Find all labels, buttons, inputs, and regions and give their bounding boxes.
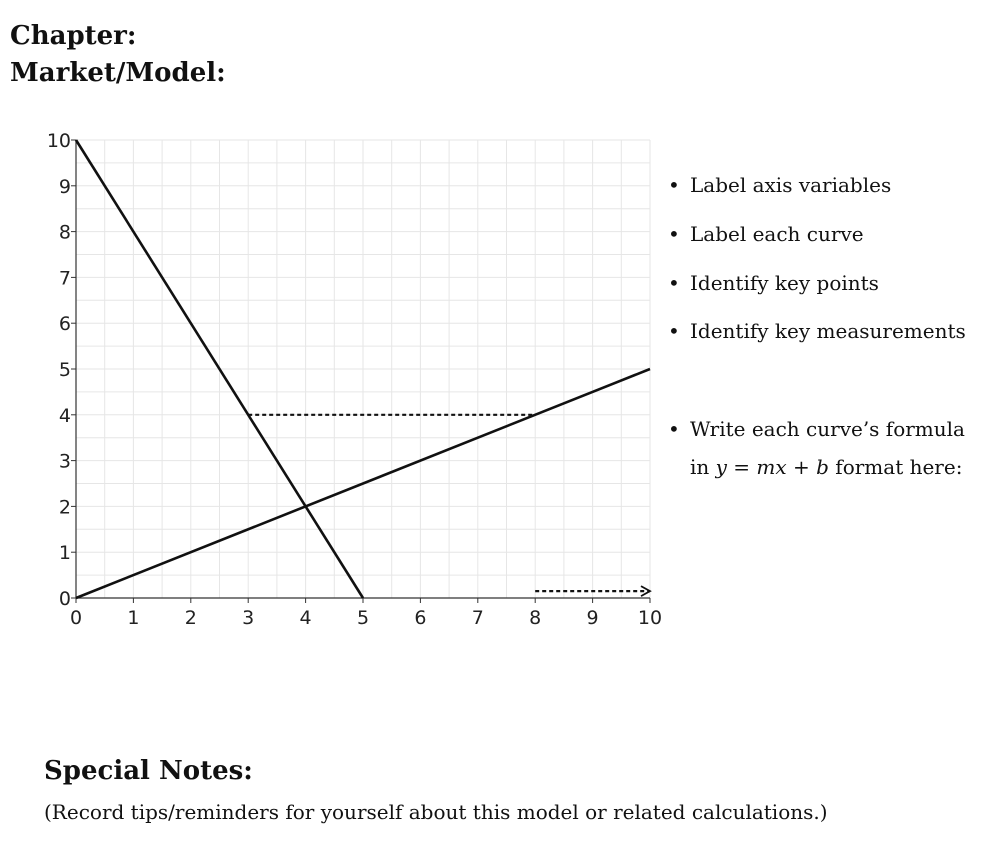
chart-grid xyxy=(75,139,651,599)
x-tick-label: 3 xyxy=(242,607,254,629)
x-tick-label: 4 xyxy=(300,607,312,629)
series-line-1 xyxy=(74,139,365,599)
chapter-label: Chapter: xyxy=(10,21,137,51)
x-tick-label: 1 xyxy=(127,607,139,629)
chart-reference-lines xyxy=(248,413,652,597)
x-tick-label: 2 xyxy=(185,607,197,629)
y-tick-label: 5 xyxy=(59,359,71,381)
y-tick-label: 8 xyxy=(59,222,71,244)
y-tick-label: 10 xyxy=(47,130,71,152)
instruction-item: • Label axis variables xyxy=(668,168,891,202)
formula-format-text: in y = mx + b format here: xyxy=(690,450,962,484)
instruction-item: • Identify key points xyxy=(668,266,879,300)
x-tick-label: 6 xyxy=(414,607,426,629)
y-tick-label: 9 xyxy=(59,176,71,198)
y-tick-label: 7 xyxy=(59,267,71,289)
y-tick-label: 1 xyxy=(59,542,71,564)
bullet-icon: • xyxy=(668,173,680,197)
instruction-text: Label each curve xyxy=(690,222,864,246)
y-tick-label: 4 xyxy=(59,405,71,427)
chart-series xyxy=(74,139,651,600)
instruction-item: • Label each curve xyxy=(668,217,864,251)
instruction-text: Identify key points xyxy=(690,271,879,295)
x-tick-label: 0 xyxy=(70,607,82,629)
special-notes-body: (Record tips/reminders for yourself abou… xyxy=(44,800,828,824)
special-notes-title: Special Notes: xyxy=(44,756,253,786)
x-tick-label: 5 xyxy=(357,607,369,629)
y-tick-label: 3 xyxy=(59,451,71,473)
series-line-2 xyxy=(75,367,651,600)
x-tick-label: 8 xyxy=(529,607,541,629)
graph-chart: 0 1 2 3 4 5 6 7 8 9 10 0 1 2 3 4 5 6 7 8 9 10 xyxy=(47,130,662,629)
instruction-text: Write each curve’s formula xyxy=(690,417,965,441)
formula-math: y = mx + b xyxy=(715,455,829,479)
x-tick-label: 7 xyxy=(472,607,484,629)
x-tick-label: 9 xyxy=(587,607,599,629)
y-tick-label: 2 xyxy=(59,496,71,518)
chart-ticks: 0 1 2 3 4 5 6 7 8 9 10 0 1 2 3 4 5 6 7 8 9 10 xyxy=(47,130,662,629)
instruction-text: Identify key measurements xyxy=(690,319,966,343)
bullet-icon: • xyxy=(668,417,680,441)
instruction-text: Label axis variables xyxy=(690,173,892,197)
bullet-icon: • xyxy=(668,222,680,246)
formula-suffix: format here: xyxy=(828,455,963,479)
instruction-item: • Write each curve’s formula xyxy=(668,412,965,446)
y-tick-label: 0 xyxy=(59,588,71,610)
y-tick-label: 6 xyxy=(59,313,71,335)
x-tick-label: 10 xyxy=(638,607,662,629)
bullet-icon: • xyxy=(668,319,680,343)
instruction-item: • Identify key measurements xyxy=(668,314,966,348)
formula-prefix: in xyxy=(690,455,716,479)
market-model-label: Market/Model: xyxy=(10,58,226,88)
bullet-icon: • xyxy=(668,271,680,295)
